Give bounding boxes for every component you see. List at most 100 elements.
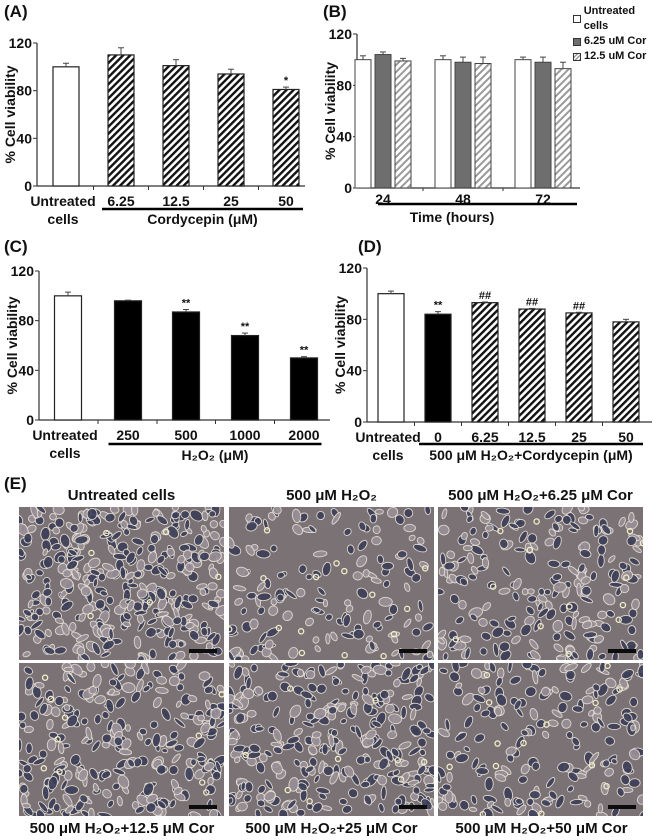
bar [565,312,593,423]
cell-texture [229,507,434,660]
significance-marker: ## [479,290,491,302]
cell-texture [438,507,643,660]
x-axis-label: Time (hours) [410,209,495,225]
x-category-label: 6.25 [471,429,498,445]
x-category-label: 50 [278,193,294,209]
legend-item-625: 6.25 uM Cor [573,34,659,49]
charts-area: 0 40 80 120 % Cell viability Untreated cells 6.… [2,26,652,463]
chart-d: 0 40 80 120 % Cell viability Untreated cells **… [332,260,652,463]
y-axis-label: % Cell viability [4,296,20,394]
x-category-label: 25 [571,429,587,445]
micrograph-title-h2o2-50cor: 500 μM H₂O₂+50 μM Cor [455,820,628,837]
micrograph-title-untreated: Untreated cells [67,487,176,504]
scale-bar [399,649,427,653]
x-category-label: 50 [618,429,634,445]
x-category-label: Untreated [32,427,97,443]
y-tick-label: 80 [18,313,34,329]
y-tick-label: 0 [344,180,352,196]
y-tick-label: 40 [16,130,32,146]
y-tick-label: 0 [24,178,32,194]
bar [454,61,472,189]
scale-bar [189,649,217,653]
y-axis-label: % Cell viability [322,62,338,160]
scale-bar [608,649,636,653]
y-tick-label: 80 [16,83,32,99]
bar [394,60,412,189]
y-tick-label: 0 [26,412,34,428]
micrograph-h2o2-625cor [438,507,643,660]
legend-swatch-gray [573,37,581,46]
bar [534,61,552,189]
bar [230,334,260,421]
x-category-label: cells [372,447,403,463]
bar [377,293,405,423]
bar [518,308,546,423]
significance-marker: ## [526,296,538,308]
chart-c: 0 40 80 120 % Cell viability Untreated cells 25… [4,263,330,463]
bar [162,65,190,187]
y-tick-label: 0 [354,414,362,430]
x-category-label: 0 [434,429,442,445]
panel-label-e: (E) [4,474,27,493]
y-axis-label: % Cell viability [332,296,348,394]
y-tick-label: 120 [329,26,353,42]
micrograph-title-h2o2-125cor: 500 μM H₂O₂+12.5 μM Cor [29,820,215,837]
bar [113,300,143,421]
chart-b-legend: Untreated cells 6.25 uM Cor 12.5 uM Cor [573,4,659,64]
micrograph-h2o2-50cor [438,663,643,816]
legend-label: 12.5 uM Cor [584,50,647,62]
bar [554,68,572,189]
y-tick-label: 80 [336,77,352,93]
y-tick-label: 120 [9,35,33,51]
legend-item-125: 12.5 uM Cor [573,49,659,64]
micrograph-untreated [19,507,224,660]
y-tick-label: 120 [11,263,35,279]
cell-texture [19,507,224,660]
chart-a: 0 40 80 120 % Cell viability Untreated cells 6.… [2,35,305,227]
x-axis-label: 500 μM H₂O₂+Cordycepin (μM) [429,447,632,463]
bar [171,311,201,421]
x-category-label: cells [47,211,78,227]
x-category-label: Untreated [30,193,95,209]
bar [289,357,319,421]
x-category-label: 12.5 [518,429,545,445]
panel-label-a: (A) [4,2,28,21]
bar [514,59,532,189]
significance-marker: ## [573,300,585,312]
scale-bar [399,805,427,809]
x-category-label: 6.25 [107,193,134,209]
cell-texture [19,663,224,816]
cell-texture [229,663,434,816]
x-category-label: 25 [223,193,239,209]
micrograph-title-h2o2: 500 μM H₂O₂ [286,487,377,504]
y-tick-label: 120 [339,260,363,276]
y-tick-label: 40 [18,362,34,378]
x-category-label: 500 [174,427,198,443]
x-category-label: Untreated [355,429,420,445]
bar [434,59,452,189]
bar [612,321,640,423]
x-category-label: cells [49,445,80,461]
x-category-label: 250 [116,427,140,443]
panel-label-d: (D) [358,237,382,256]
panel-label-b: (B) [323,2,347,21]
legend-item-untreated: Untreated cells [573,4,659,34]
y-tick-label: 80 [346,311,362,327]
panel-label-c: (C) [4,237,28,256]
x-axis-label: H₂O₂ (μM) [182,447,249,463]
bar [471,302,499,423]
micrograph-h2o2-25cor [229,663,434,816]
x-category-label: 1000 [229,427,260,443]
bar [354,59,372,189]
cell-texture [438,663,643,816]
significance-marker: * [284,75,289,87]
significance-marker: ** [241,321,250,333]
y-axis-label: % Cell viability [2,65,18,163]
x-axis-label: Cordycepin (μM) [147,211,257,227]
legend-label: Untreated cells [583,5,636,32]
significance-marker: ** [300,345,309,357]
micrograph-h2o2 [229,507,434,660]
bar [424,313,452,423]
micrograph-h2o2-125cor [19,663,224,816]
